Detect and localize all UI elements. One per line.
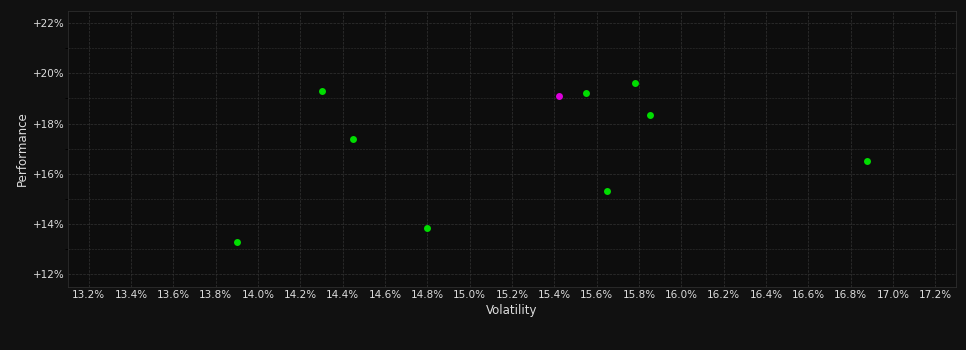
X-axis label: Volatility: Volatility [486, 304, 538, 317]
Y-axis label: Performance: Performance [15, 111, 29, 186]
